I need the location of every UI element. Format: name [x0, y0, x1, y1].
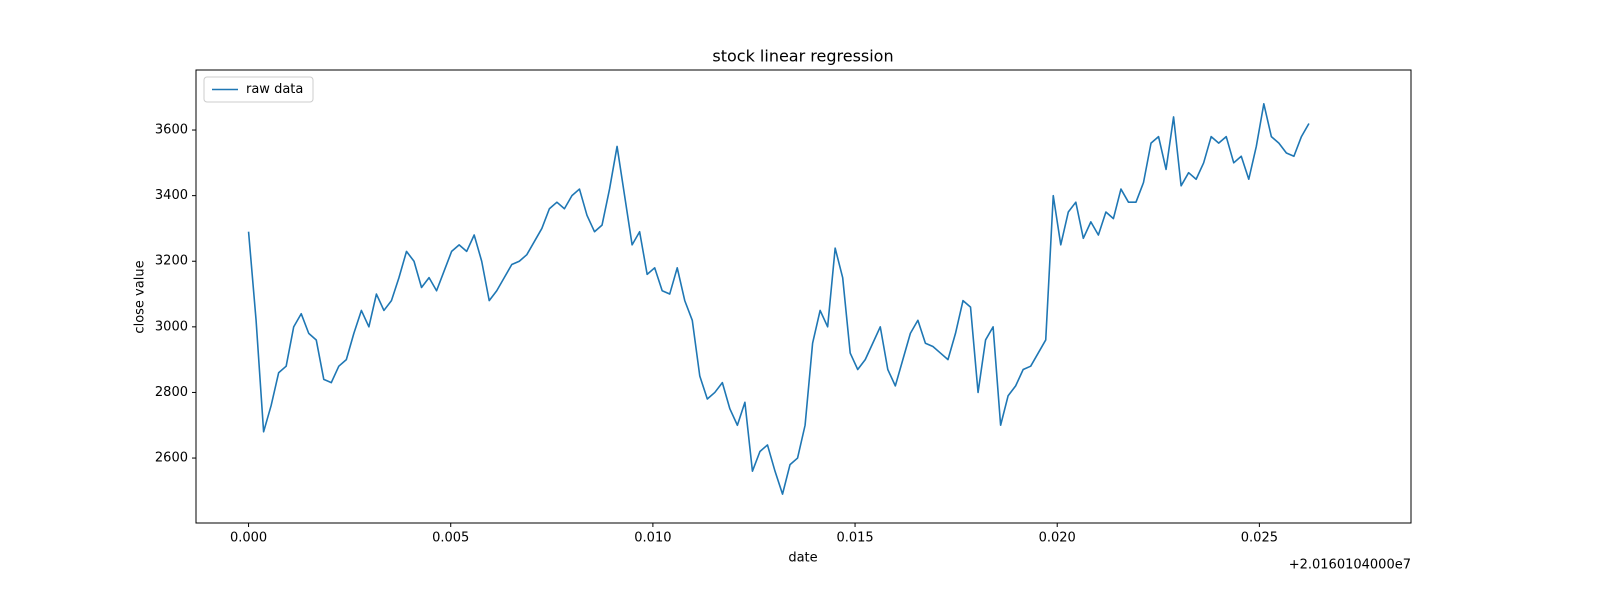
plot-frame	[195, 69, 1412, 524]
x-offset-label: +2.0160104000e7	[1289, 558, 1411, 573]
y-tick-label: 2800	[155, 385, 188, 400]
y-tick-label: 3200	[155, 254, 188, 269]
y-tick-label: 3000	[155, 319, 188, 334]
y-tick-label: 3600	[155, 123, 188, 138]
x-tick-label: 0.005	[432, 531, 469, 546]
y-tick-label: 3400	[155, 188, 188, 203]
x-tick-label: 0.010	[634, 531, 671, 546]
x-tick-label: 0.020	[1039, 531, 1076, 546]
legend-label: raw data	[246, 82, 303, 97]
x-axis-label: date	[788, 551, 817, 566]
legend-box	[203, 76, 314, 103]
x-tick-label: 0.025	[1241, 531, 1278, 546]
chart-title: stock linear regression	[712, 47, 893, 66]
data-line	[247, 102, 1310, 495]
x-tick-label: 0.015	[836, 531, 873, 546]
y-tick-label: 2600	[155, 451, 188, 466]
y-axis-label: close value	[133, 260, 148, 333]
x-tick-label: 0.000	[230, 531, 267, 546]
